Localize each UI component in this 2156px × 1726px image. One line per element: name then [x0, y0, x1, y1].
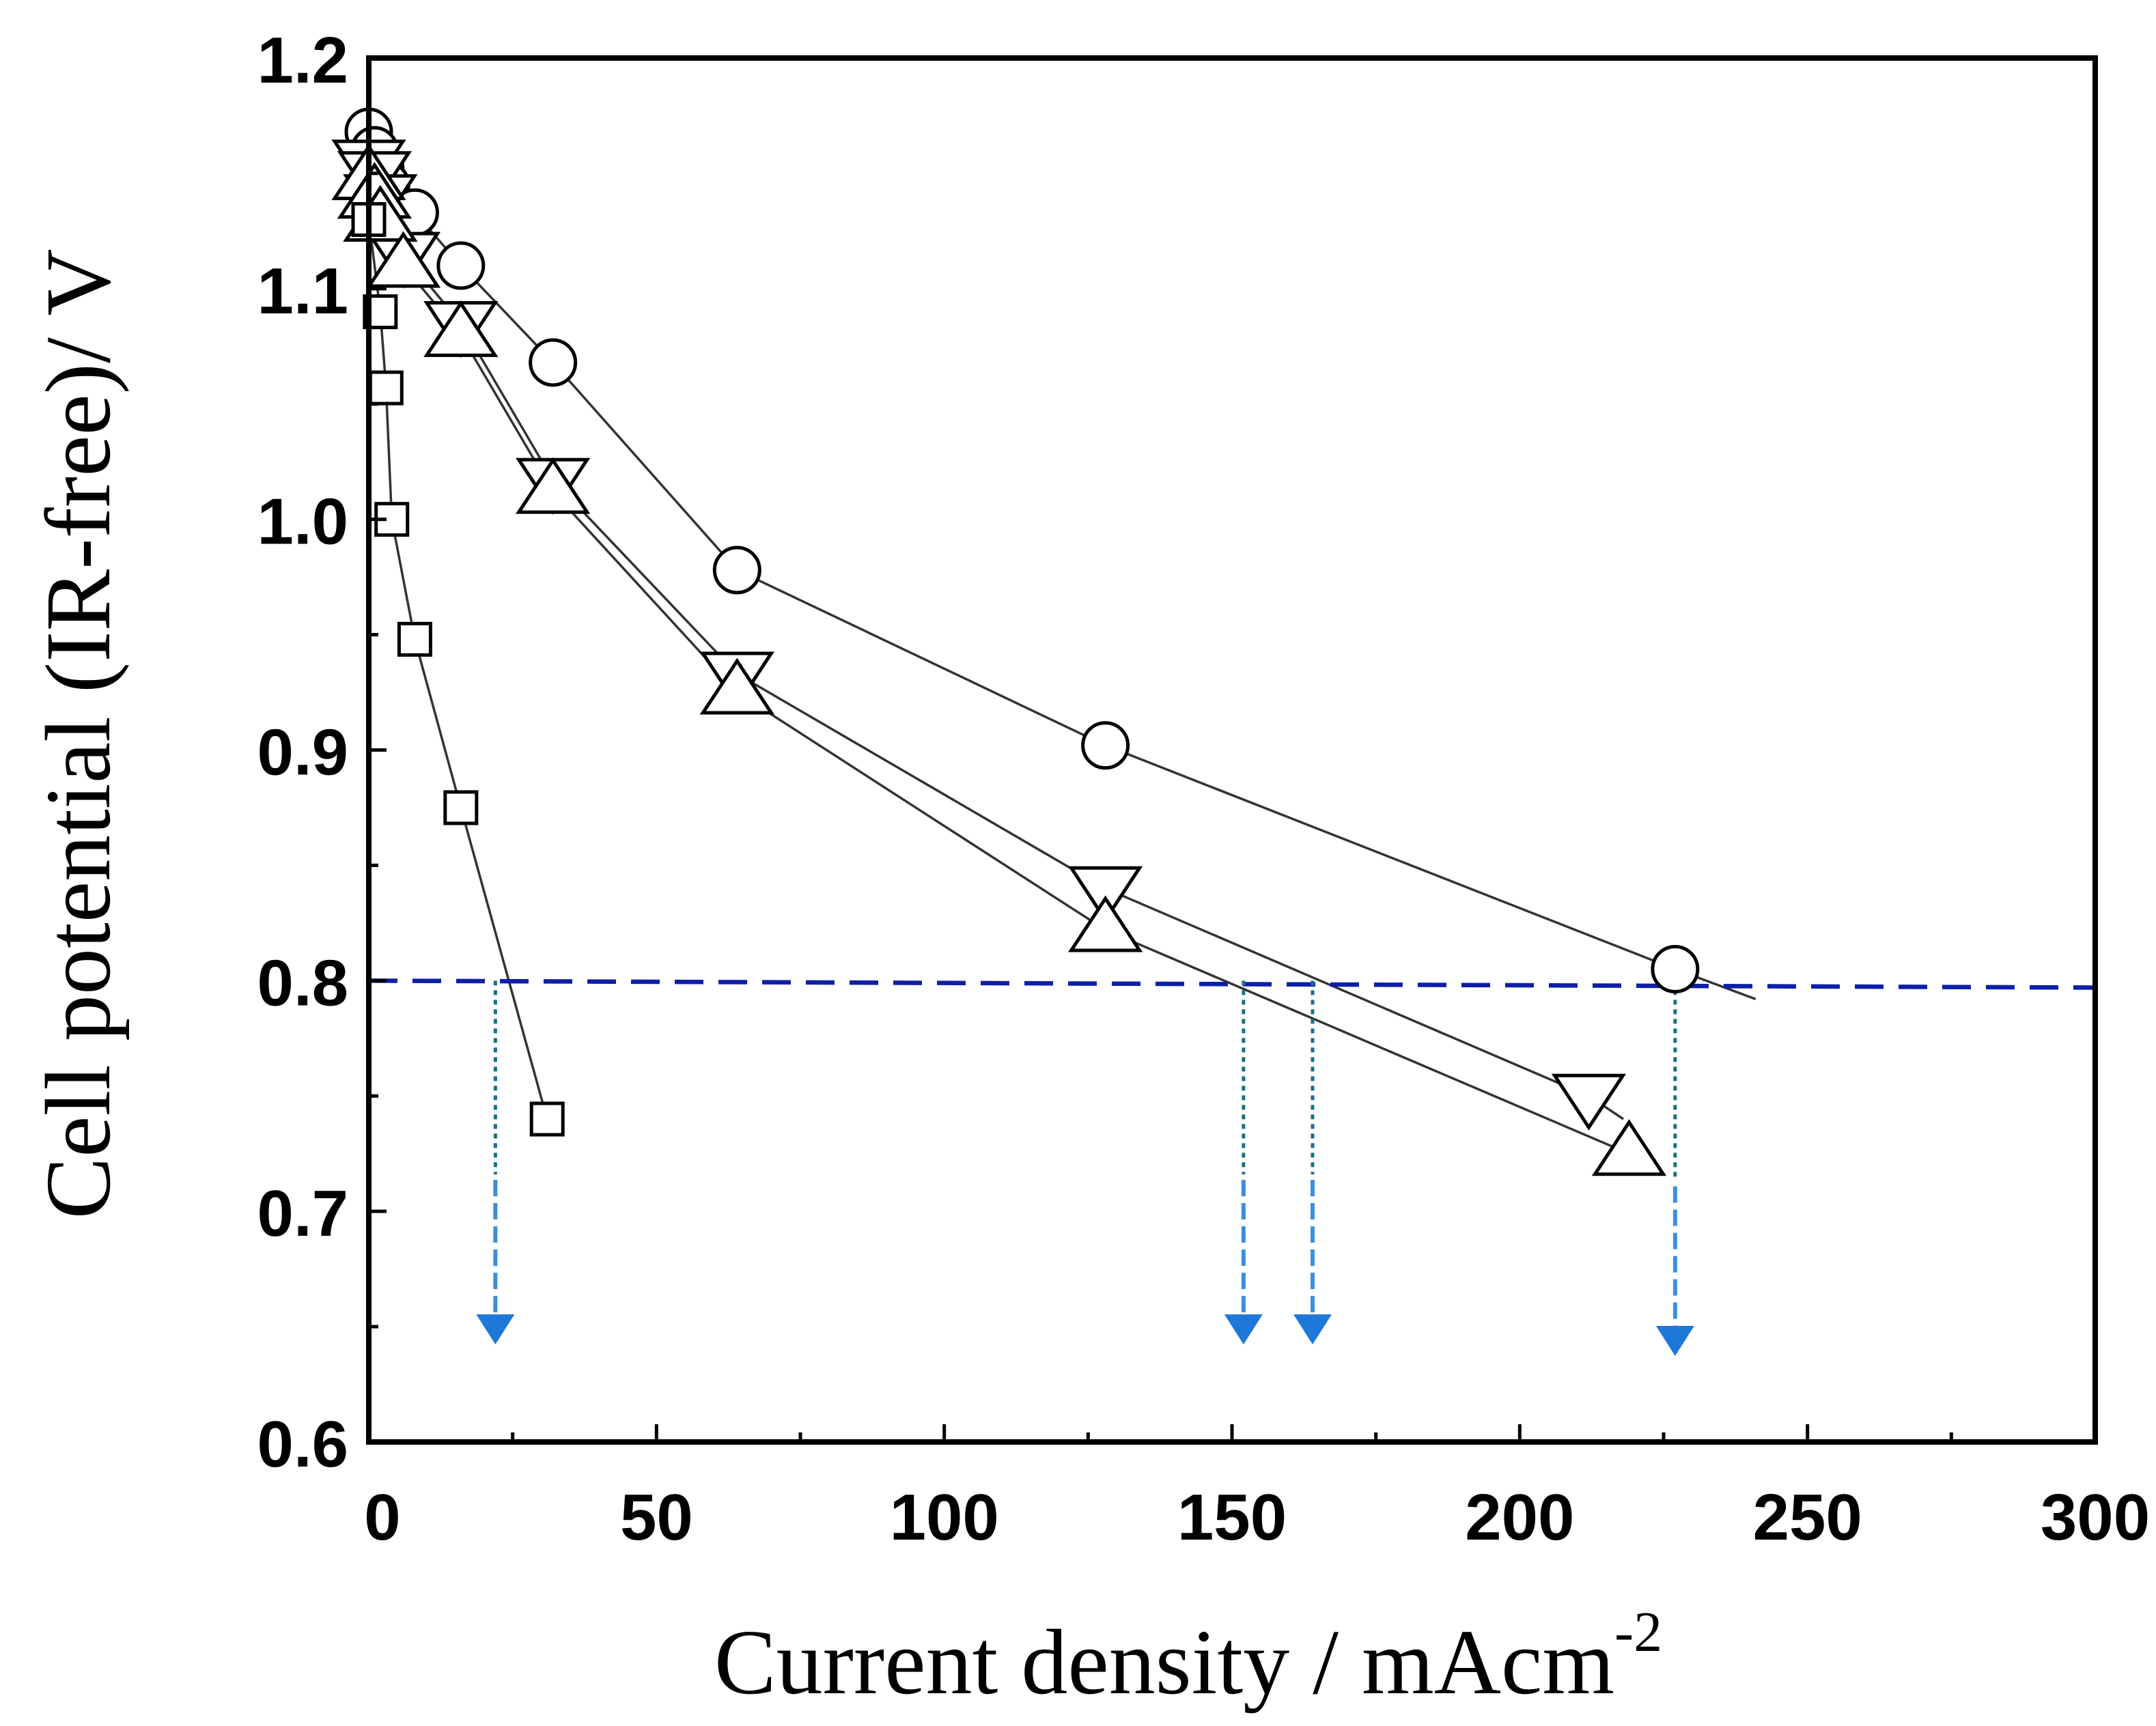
- marker-circle-5: [436, 241, 486, 290]
- y-tick-label-2: 0.8: [257, 946, 348, 1019]
- marker-up-triangle-5: [516, 457, 591, 514]
- drop-arrow-head-4: [1655, 1325, 1694, 1356]
- markers-layer: [331, 107, 1700, 1176]
- marker-square-6: [529, 1101, 565, 1137]
- x-tick-label-150: 150: [1177, 1481, 1287, 1554]
- x-tick-label-0: 0: [364, 1481, 400, 1554]
- marker-circle-7: [712, 546, 761, 595]
- x-axis-title: Current density / mAcm-2: [714, 1600, 1662, 1714]
- marker-square-4: [397, 621, 432, 657]
- x-tick-label-300: 300: [2041, 1481, 2150, 1554]
- marker-circle-9: [1651, 944, 1700, 993]
- x-axis-title-main: Current density / mAcm: [714, 1611, 1614, 1714]
- y-tick-label-1: 0.7: [257, 1177, 348, 1250]
- x-axis-title-superscript: -2: [1614, 1600, 1662, 1664]
- drop-arrow-head-1: [476, 1314, 515, 1345]
- marker-circle-6: [529, 338, 578, 387]
- marker-up-triangle-3: [365, 231, 441, 288]
- series-line-circle: [367, 131, 1756, 1001]
- plot-frame: [366, 55, 2098, 1445]
- x-tick-label-200: 200: [1465, 1481, 1574, 1554]
- y-tick-label-3: 0.9: [257, 716, 348, 789]
- marker-down-triangle-7: [1067, 866, 1143, 923]
- x-tick-label-250: 250: [1753, 1481, 1862, 1554]
- series-lines-layer: [367, 131, 1756, 1155]
- drop-arrow-head-2: [1224, 1314, 1263, 1345]
- axes-layer: 0 50 100 150 200 250 300 0.6 0.7 0.8 0.9 1.0 1.1 1.2: [257, 24, 2151, 1554]
- series-line-up-triangle: [367, 178, 1630, 1155]
- marker-up-triangle-6: [699, 657, 774, 715]
- y-tick-label-0: 0.6: [257, 1408, 348, 1481]
- drop-arrow-head-3: [1293, 1314, 1332, 1345]
- marker-circle-8: [1081, 721, 1130, 770]
- reference-layer: [368, 978, 2096, 1356]
- marker-square-5: [443, 790, 479, 825]
- y-tick-label-4: 1.0: [257, 485, 348, 558]
- x-tick-label-50: 50: [620, 1481, 693, 1554]
- marker-up-triangle-7: [1067, 895, 1143, 952]
- y-axis-title: Cell potential (IR-free)/ V: [27, 249, 130, 1219]
- reference-line-0-8v: [368, 978, 2096, 990]
- y-tick-label-6: 1.2: [257, 24, 348, 97]
- marker-square-2: [368, 370, 404, 406]
- series-line-down-triangle: [367, 161, 1624, 1120]
- marker-up-triangle-8: [1591, 1119, 1667, 1176]
- marker-up-triangle-4: [423, 300, 499, 357]
- y-tick-label-5: 1.1: [257, 255, 348, 328]
- marker-down-triangle-8: [1551, 1073, 1627, 1131]
- x-tick-label-100: 100: [890, 1481, 999, 1554]
